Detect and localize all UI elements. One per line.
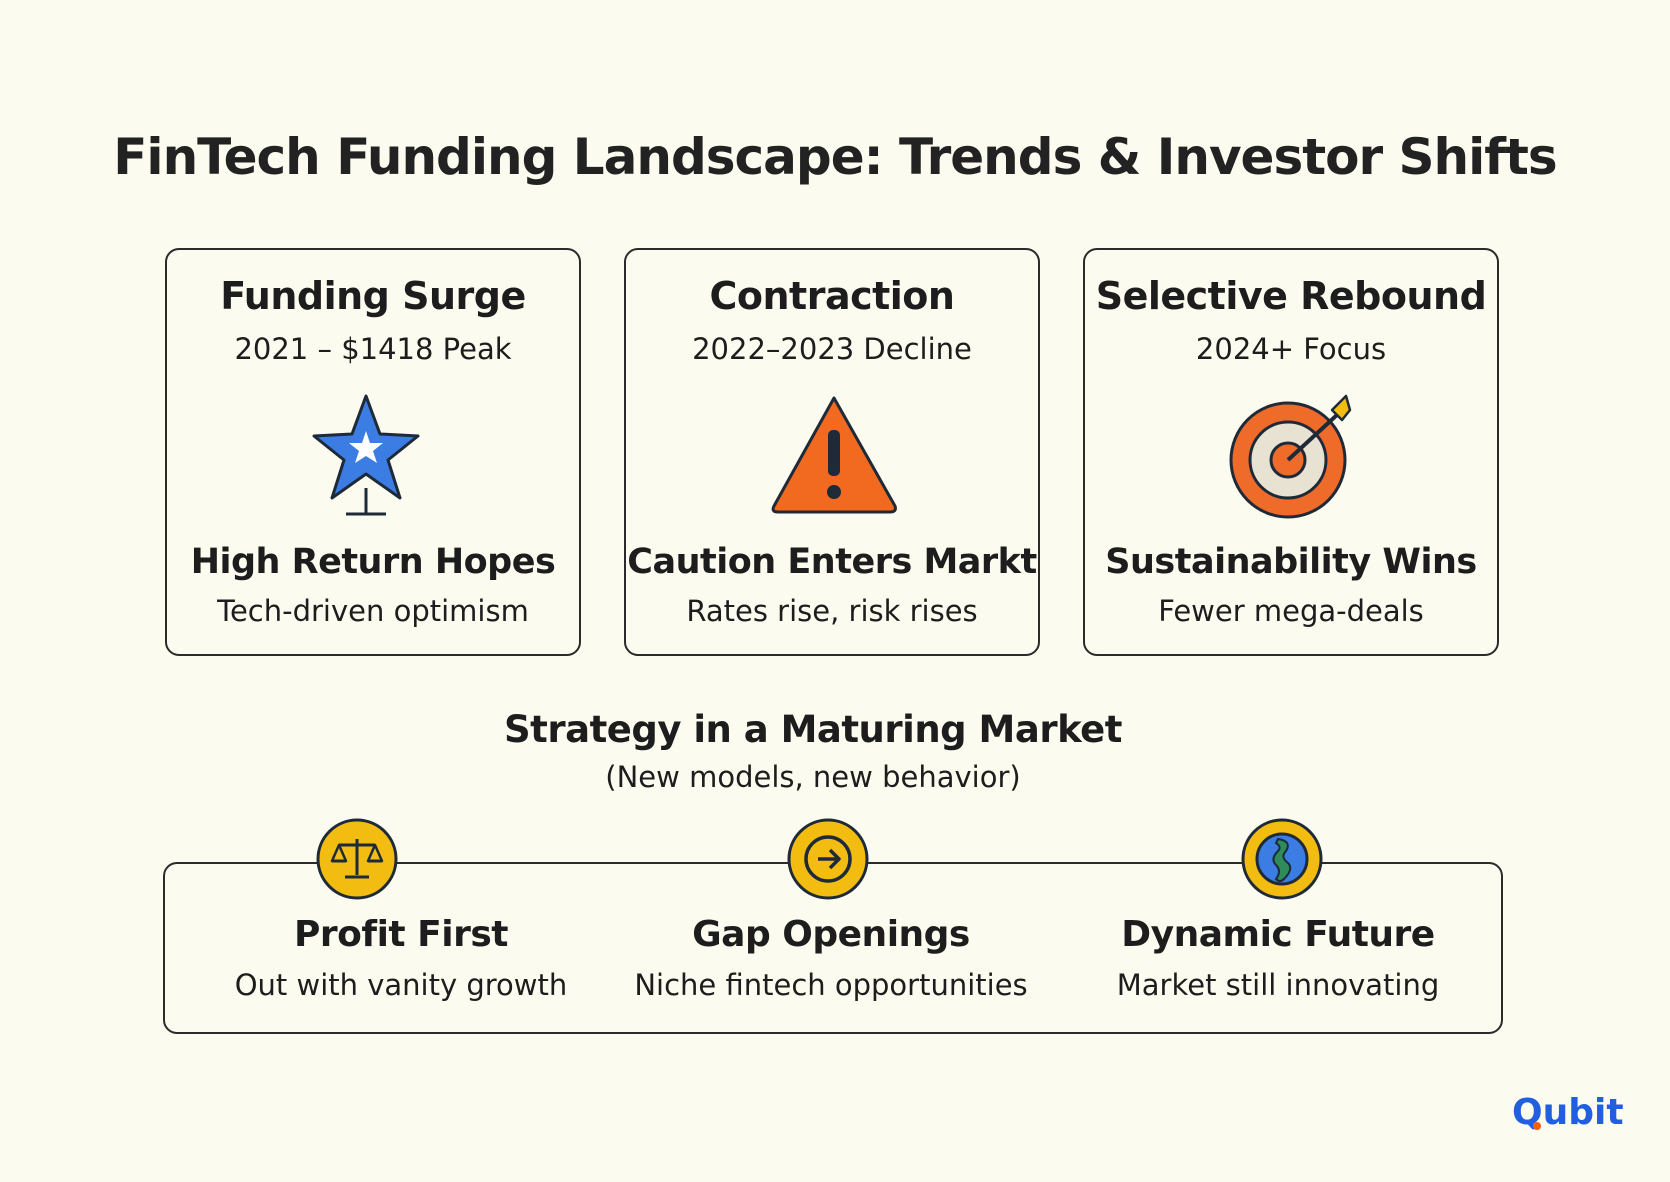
strategy-item-dynamic-future: Dynamic Future Market still innovating	[1038, 864, 1518, 1032]
card-subtitle: 2021 – $1418 Peak	[234, 332, 512, 366]
strategy-description: Niche fintech opportunities	[634, 968, 1028, 1002]
card-heading: Sustainability Wins	[1105, 542, 1477, 582]
card-title: Funding Surge	[220, 274, 526, 318]
strategy-heading: Profit First	[294, 914, 508, 955]
strategy-item-profit-first: Profit First Out with vanity growth	[161, 864, 641, 1032]
page-title: FinTech Funding Landscape: Trends & Inve…	[113, 128, 1557, 186]
globe-icon	[1241, 818, 1323, 900]
strategy-item-gap-openings: Gap Openings Niche fintech opportunities	[591, 864, 1071, 1032]
card-description: Fewer mega-deals	[1158, 594, 1424, 628]
card-selective-rebound: Selective Rebound 2024+ Focus Sustainabi…	[1083, 248, 1499, 656]
card-description: Tech-driven optimism	[217, 594, 529, 628]
scales-icon	[316, 818, 398, 900]
strategy-description: Market still innovating	[1116, 968, 1440, 1002]
card-heading: Caution Enters Markt	[627, 542, 1037, 582]
strategy-heading: Dynamic Future	[1121, 914, 1435, 955]
card-contraction: Contraction 2022–2023 Decline Caution En…	[624, 248, 1040, 656]
strategy-title: Strategy in a Maturing Market	[504, 708, 1122, 751]
arrow-circle-icon	[787, 818, 869, 900]
target-icon	[1229, 394, 1352, 519]
card-subtitle: 2024+ Focus	[1195, 332, 1387, 366]
strategy-description: Out with vanity growth	[234, 968, 568, 1002]
card-subtitle: 2022–2023 Decline	[692, 332, 972, 366]
star-icon	[312, 394, 420, 516]
card-heading: High Return Hopes	[190, 542, 556, 582]
card-funding-surge: Funding Surge 2021 – $1418 Peak High Ret…	[165, 248, 581, 656]
card-title: Contraction	[709, 274, 955, 318]
strategy-subtitle: (New models, new behavior)	[605, 760, 1021, 794]
logo-text: Qubit	[1512, 1092, 1624, 1133]
warning-icon	[771, 396, 897, 514]
strategy-panel: Profit First Out with vanity growth Gap …	[163, 862, 1503, 1034]
card-title: Selective Rebound	[1095, 274, 1487, 318]
qubit-logo: Qubit	[1512, 1092, 1624, 1133]
card-description: Rates rise, risk rises	[686, 594, 978, 628]
strategy-heading: Gap Openings	[692, 914, 970, 955]
